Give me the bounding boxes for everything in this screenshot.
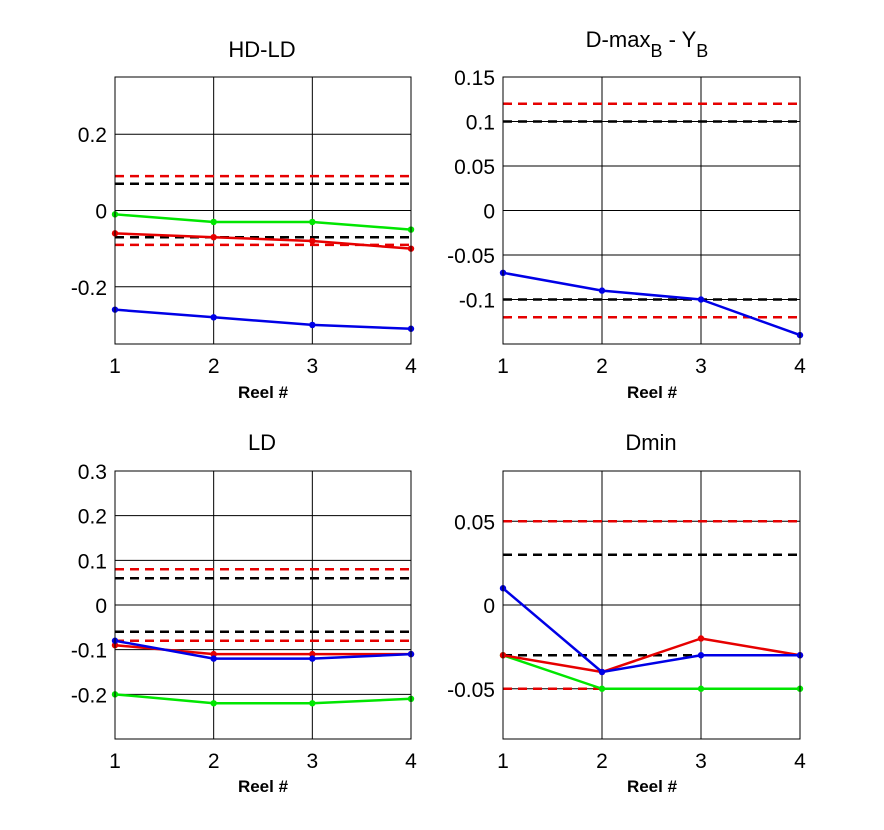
data-point [598,668,606,676]
series-lines [111,211,415,332]
data-point [309,650,316,658]
data-point [210,655,217,662]
y-tick-label: 0.1 [78,550,107,573]
y-tick-label: 0 [95,201,107,224]
title-subscript-2: B [696,41,708,61]
series-line [114,213,412,231]
y-tick-label: 0.3 [78,461,107,484]
axes-frame [502,470,801,740]
data-point [210,314,217,321]
title-middle: - Y [662,27,696,52]
x-tick-label: 3 [306,750,318,773]
x-axis-label: Reel # [238,777,289,796]
x-axis-label: Reel # [238,383,289,402]
chart-title: LD [248,430,276,455]
y-tick-label: 0 [483,201,495,224]
axes-frame [114,76,412,345]
y-tick-labels: -0.2 0 0.2 [71,124,107,300]
y-tick-label: -0.05 [447,245,495,268]
y-tick-label: 0 [483,595,495,618]
x-tick-label: 4 [405,355,417,378]
y-tick-labels: -0.05 0 0.05 [447,511,495,702]
panel-hd-ld: HD-LD 1 2 3 4 -0.2 0 0.2 Reel # [71,37,417,402]
y-tick-labels: -0.1 -0.05 0 0.05 0.1 0.15 [447,67,495,313]
x-tick-labels: 1 2 3 4 [497,750,806,773]
series-lines [499,269,804,339]
y-tick-label: 0.05 [454,511,495,534]
data-point [697,652,705,659]
chart-title: Dmin [625,430,676,455]
x-tick-label: 2 [596,750,608,773]
data-point [309,218,316,226]
y-tick-label: 0.05 [454,156,495,179]
y-tick-label: 0.15 [454,67,495,90]
data-point [697,296,705,303]
series-line [502,587,800,674]
grid [115,77,411,344]
chart-title: D-maxB - YB [586,27,709,61]
data-point [210,700,217,707]
data-point [598,287,606,294]
data-point [309,237,316,245]
axes-frame [502,76,801,345]
y-tick-label: 0.1 [466,112,495,135]
grid [503,77,800,344]
data-point [598,685,606,692]
x-tick-label: 1 [109,750,121,773]
data-point [697,685,705,692]
panel-dmin: Dmin 1 2 3 4 -0.05 0 0.05 Reel # [447,430,806,796]
series-lines [111,637,415,707]
x-tick-label: 1 [497,355,509,378]
data-point [210,650,217,658]
series-line [114,308,412,330]
x-tick-label: 4 [405,750,417,773]
x-tick-label: 4 [794,355,806,378]
x-axis-label: Reel # [627,383,678,402]
x-tick-label: 3 [695,355,707,378]
chart-title: HD-LD [228,37,295,62]
title-subscript-1: B [650,41,662,61]
x-tick-label: 2 [208,355,220,378]
panel-ld: LD 1 2 3 4 -0.2 -0.1 0 0.1 0.2 0.3 Reel # [71,430,417,796]
x-tick-labels: 1 2 3 4 [109,355,417,378]
series-line [502,654,800,690]
series-line [114,639,412,660]
grid [503,471,800,739]
x-tick-labels: 1 2 3 4 [109,750,417,773]
y-tick-label: 0.2 [78,506,107,529]
reference-lines [115,568,411,642]
series-line [502,637,801,674]
series-line [114,232,412,250]
y-tick-label: -0.2 [71,684,107,707]
x-tick-label: 3 [695,750,707,773]
x-axis-label: Reel # [627,777,678,796]
y-tick-label: 0.2 [78,124,107,147]
x-tick-label: 1 [497,750,509,773]
data-point [210,234,217,241]
y-tick-label: -0.05 [447,679,495,702]
series-line [114,693,412,705]
series-line [502,271,801,337]
data-point [697,635,705,642]
x-tick-labels: 1 2 3 4 [497,355,806,378]
x-tick-label: 2 [208,750,220,773]
x-tick-label: 1 [109,355,121,378]
series-lines [499,585,804,692]
y-tick-label: -0.1 [71,640,107,663]
y-tick-labels: -0.2 -0.1 0 0.1 0.2 0.3 [71,461,107,707]
data-point [309,321,316,329]
x-tick-label: 3 [306,355,318,378]
data-point [309,700,316,707]
data-point [210,218,217,226]
y-tick-label: 0 [95,595,107,618]
title-main: D-max [586,27,651,52]
data-point [309,655,316,662]
y-tick-label: -0.2 [71,277,107,300]
axes-frame [114,470,412,740]
x-tick-label: 2 [596,355,608,378]
y-tick-label: -0.1 [459,290,495,313]
x-tick-label: 4 [794,750,806,773]
